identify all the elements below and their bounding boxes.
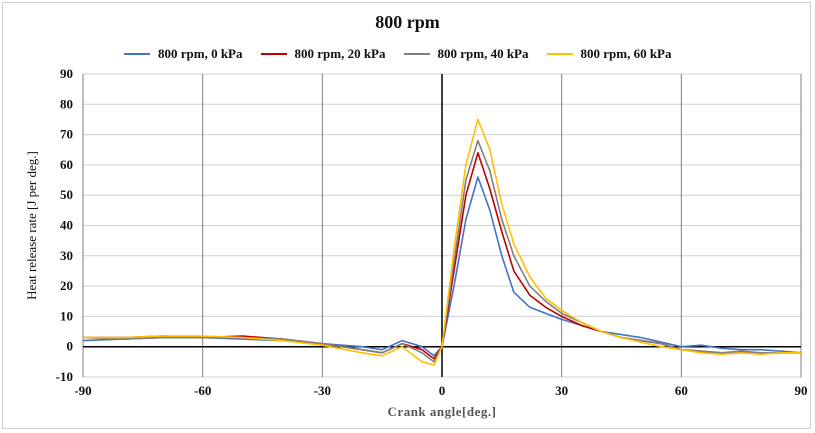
legend-swatch <box>124 53 150 55</box>
legend-swatch <box>260 53 287 55</box>
legend-label: 800 rpm, 20 kPa <box>294 46 386 61</box>
chart-title: 800 rpm <box>375 12 440 32</box>
x-tick-label: 90 <box>795 383 808 398</box>
y-tick-label: 0 <box>67 339 74 354</box>
legend-item-20kpa: 800 rpm, 20 kPa <box>260 46 386 62</box>
y-tick-label: 50 <box>60 187 73 202</box>
x-tick-label: 0 <box>439 383 446 398</box>
legend-swatch <box>403 53 430 55</box>
x-tick-label: -90 <box>74 383 91 398</box>
legend-item-0kpa: 800 rpm, 0 kPa <box>124 46 243 62</box>
legend-swatch <box>546 53 573 55</box>
x-tick-label: -60 <box>194 383 211 398</box>
x-tick-label: 60 <box>675 383 688 398</box>
y-axis-label: Heat release rate [J per deg.] <box>24 151 39 300</box>
legend-item-60kpa: 800 rpm, 60 kPa <box>546 46 672 62</box>
chart-frame <box>2 2 811 429</box>
legend-label: 800 rpm, 40 kPa <box>437 46 529 61</box>
x-axis-label: Crank angle[deg.] <box>388 404 497 419</box>
y-tick-label: 60 <box>60 157 73 172</box>
y-tick-label: -10 <box>56 369 73 384</box>
y-tick-label: 80 <box>60 96 73 111</box>
legend-item-40kpa: 800 rpm, 40 kPa <box>403 46 529 62</box>
y-tick-label: 20 <box>60 278 73 293</box>
y-tick-label: 70 <box>60 127 73 142</box>
y-tick-label: 10 <box>60 308 73 323</box>
y-tick-label: 40 <box>60 218 73 233</box>
series-lines <box>82 118 802 366</box>
legend-label: 800 rpm, 60 kPa <box>580 46 672 61</box>
x-tick-label: -30 <box>314 383 331 398</box>
legend-label: 800 rpm, 0 kPa <box>158 46 243 61</box>
y-tick-label: 30 <box>60 248 73 263</box>
y-tick-label: 90 <box>60 66 73 81</box>
chart-legend: 800 rpm, 0 kPa 800 rpm, 20 kPa 800 rpm, … <box>124 46 690 62</box>
series-line-3 <box>83 118 801 366</box>
x-tick-label: 30 <box>555 383 568 398</box>
tick-labels: -10 0 10 20 30 40 50 60 70 80 90 -90 -60 -30 0 30 60 90 <box>56 66 808 398</box>
